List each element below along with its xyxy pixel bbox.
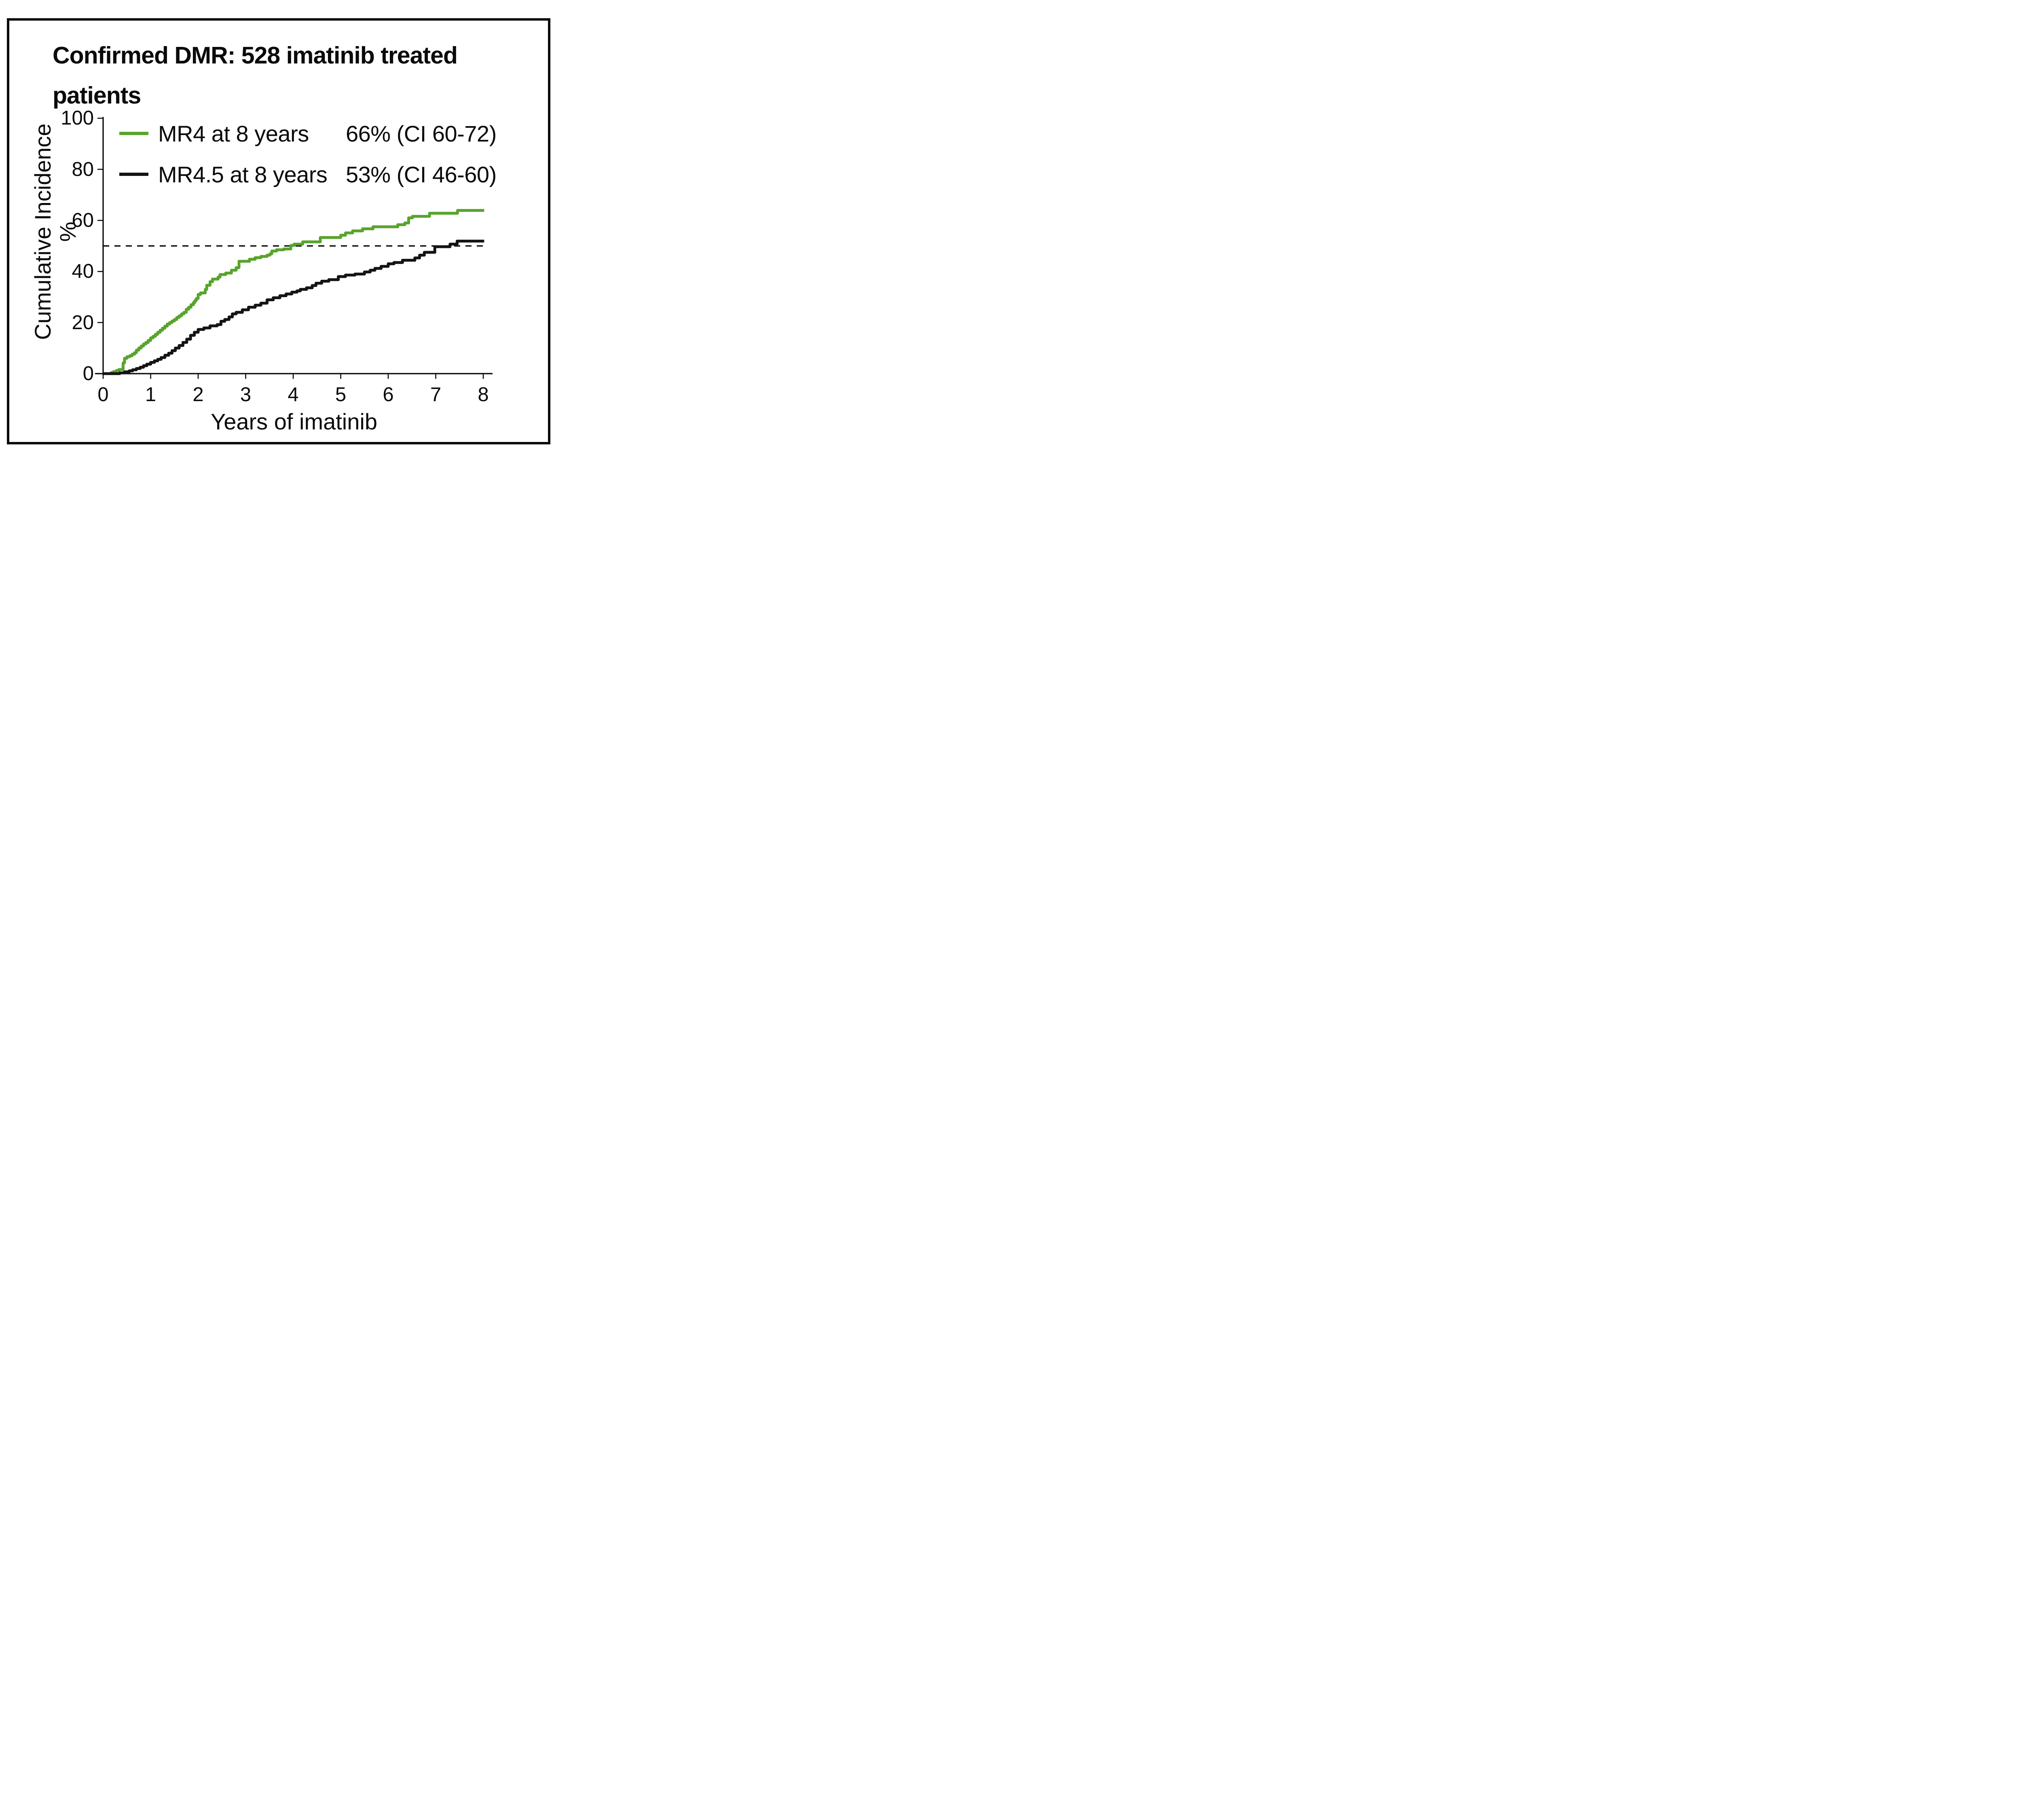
curve-mr4-5 [103, 239, 484, 375]
legend-label-mr4: MR4 at 8 years [158, 120, 309, 146]
slide: Confirmed DMR: 528 imatinib treated pati… [0, 0, 558, 455]
cumulative-incidence-chart [95, 117, 493, 379]
curve-mr4 [103, 209, 484, 375]
x-tick-label-3: 3 [240, 384, 252, 406]
legend-value-mr4: 66% (CI 60-72) [346, 120, 497, 146]
y-tick-label-100: 100 [61, 107, 94, 129]
x-tick-label-5: 5 [335, 384, 347, 406]
y-tick-label-20: 20 [72, 311, 94, 334]
x-tick-label-8: 8 [478, 384, 489, 406]
y-tick-label-0: 0 [82, 363, 94, 385]
legend-row-mr45: MR4.5 at 8 years 53% (CI 46-60) [119, 161, 497, 187]
x-tick-label-2: 2 [192, 384, 204, 406]
y-tick-label-80: 80 [72, 158, 94, 180]
x-tick-label-1: 1 [145, 384, 157, 406]
chart-title-line-2: patients [53, 82, 141, 109]
legend-row-mr4: MR4 at 8 years 66% (CI 60-72) [119, 121, 497, 146]
y-tick-label-40: 40 [72, 260, 94, 283]
legend-swatch-mr4 [119, 132, 148, 135]
x-tick-label-7: 7 [430, 384, 442, 406]
x-tick-label-0: 0 [97, 384, 109, 406]
legend-label-mr45: MR4.5 at 8 years [158, 161, 328, 187]
legend-swatch-mr45 [119, 173, 148, 176]
chart-title-line-1: Confirmed DMR: 528 imatinib treated [53, 42, 458, 69]
legend-value-mr45: 53% (CI 46-60) [346, 161, 497, 187]
chart-title: Confirmed DMR: 528 imatinib treated pati… [53, 36, 542, 116]
x-tick-label-6: 6 [383, 384, 394, 406]
x-tick-label-4: 4 [288, 384, 299, 406]
x-axis-title: Years of imatinib [211, 409, 377, 434]
y-tick-label-60: 60 [72, 209, 94, 232]
